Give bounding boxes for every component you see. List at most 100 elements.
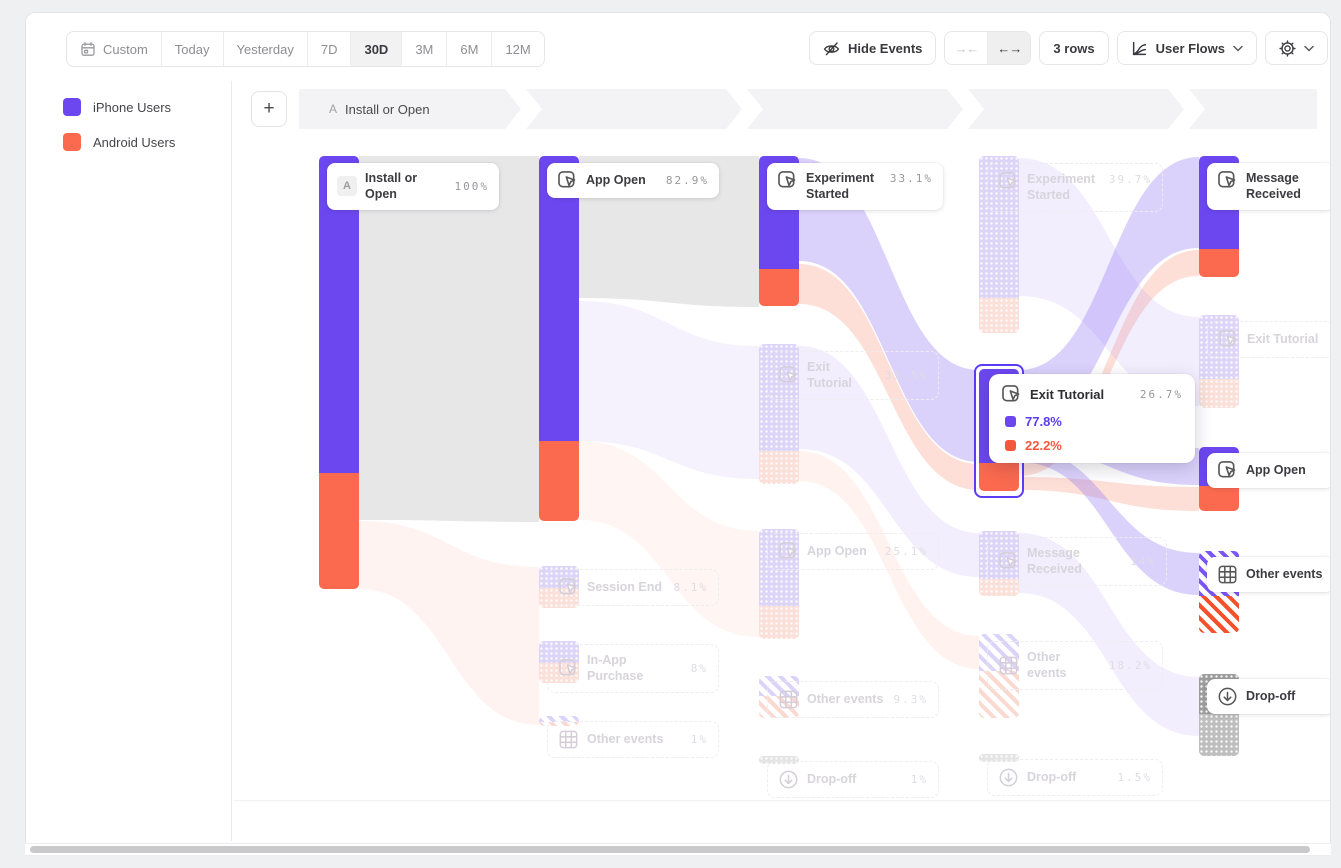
range-label: Today (174, 41, 210, 57)
node-label: App Open (1246, 463, 1306, 478)
bar-section (1199, 379, 1239, 408)
node-label: Other events (1027, 650, 1067, 681)
node-card-drop-off-c3[interactable]: Drop-off 1% (767, 761, 939, 798)
range-custom[interactable]: Custom (67, 32, 162, 66)
bar-section (759, 606, 799, 639)
grid-icon (1218, 565, 1237, 584)
node-bar-app-open-c2[interactable] (539, 156, 579, 521)
settings-button[interactable] (1264, 31, 1328, 65)
bar-section (979, 754, 1019, 762)
range-3m[interactable]: 3M (402, 32, 448, 66)
range-12m[interactable]: 12M (492, 32, 543, 66)
expand-columns-icon: ←→ (997, 40, 1022, 56)
expand-columns-button[interactable]: ←→ (988, 32, 1031, 64)
hide-events-button[interactable]: Hide Events (809, 31, 937, 65)
horizontal-scrollbar (25, 843, 1331, 856)
breadcrumb-step-1[interactable]: A Install or Open (299, 89, 521, 129)
node-card-message-received-c4[interactable]: Message Received 14% (987, 537, 1167, 586)
calendar-icon (81, 42, 95, 56)
range-yesterday[interactable]: Yesterday (224, 32, 308, 66)
horizontal-scrollbar-thumb[interactable] (30, 846, 1310, 853)
node-bar-app-open-c3[interactable] (759, 529, 799, 639)
step-letter: A (329, 102, 338, 116)
breadcrumb-step-2[interactable] (526, 89, 742, 129)
node-percent: 1% (910, 773, 928, 786)
bar-section (979, 463, 1019, 491)
series-swatch (1005, 440, 1016, 451)
node-card-app-open-c2[interactable]: App Open 82.9% (547, 163, 719, 198)
plus-icon: + (263, 98, 275, 119)
node-bar-exit-tutorial-c5[interactable] (1199, 315, 1239, 408)
range-7d[interactable]: 7D (308, 32, 352, 66)
event-icon (559, 578, 577, 595)
breadcrumb-step-3[interactable] (747, 89, 963, 129)
node-card-other-events-c5[interactable]: Other events (1207, 557, 1330, 592)
node-label: App Open (586, 173, 646, 188)
node-card-app-open-c5[interactable]: App Open (1207, 453, 1330, 488)
node-label: In-App Purchase (587, 653, 644, 684)
node-label: Drop-off (1027, 770, 1077, 785)
legend-item-android-users[interactable]: Android Users (63, 133, 175, 151)
node-bar-message-received-c4[interactable] (979, 531, 1019, 596)
node-card-install-or-open-c1[interactable]: A Install or Open 100% (327, 163, 499, 210)
sankey-links-layer (359, 156, 1199, 736)
flow-breadcrumb: A Install or Open (299, 89, 1317, 129)
breadcrumb-step-5[interactable] (1189, 89, 1317, 129)
flow-ribbon (359, 156, 539, 522)
node-bar-other-events-c4[interactable] (979, 634, 1019, 718)
rows-button[interactable]: 3 rows (1039, 31, 1109, 65)
flow-ribbon (1019, 448, 1199, 595)
node-card-exit-tutorial-c3[interactable]: Exit Tutorial 31.5% (767, 351, 939, 400)
range-30d[interactable]: 30D (351, 32, 403, 66)
bar-section (1199, 486, 1239, 511)
node-bar-exit-tutorial-c3[interactable] (759, 344, 799, 484)
node-label: Experiment Started (806, 171, 875, 202)
chevron-down-icon (1304, 45, 1314, 52)
bar-section (539, 716, 579, 722)
node-card-drop-off-c5[interactable]: Drop-off (1207, 679, 1330, 714)
node-card-other-events-c4[interactable]: Other events 18.2% (987, 641, 1163, 690)
add-step-button[interactable]: + (251, 91, 287, 127)
node-card-other-events-c3[interactable]: Other events 9.3% (767, 681, 939, 718)
bar-section (759, 529, 799, 606)
node-card-experiment-started-c3[interactable]: Experiment Started 33.1% (767, 163, 943, 210)
node-percent: 82.9% (665, 174, 709, 187)
range-today[interactable]: Today (162, 32, 224, 66)
view-selector[interactable]: User Flows (1116, 31, 1257, 65)
node-label: Session End (587, 580, 663, 595)
node-card-in-app-purchase-c2[interactable]: In-App Purchase 8% (547, 644, 719, 693)
node-card-other-events-c2[interactable]: Other events 1% (547, 721, 719, 758)
bar-section (979, 298, 1019, 333)
node-bar-drop-off-c3[interactable] (759, 756, 799, 764)
grid-icon (779, 690, 798, 709)
node-bar-install-or-open-c1[interactable] (319, 156, 359, 589)
legend-item-iphone-users[interactable]: iPhone Users (63, 98, 175, 116)
node-bar-drop-off-c4[interactable] (979, 754, 1019, 762)
node-card-experiment-started-c4[interactable]: Experiment Started 39.7% (987, 163, 1163, 212)
node-label: Install or Open (365, 171, 418, 202)
range-6m[interactable]: 6M (447, 32, 493, 66)
node-card-app-open-c3[interactable]: App Open 25.1% (767, 533, 939, 570)
node-bar-other-events-c2[interactable] (539, 716, 579, 726)
node-percent: 39.7% (1108, 173, 1152, 186)
node-card-message-received-c5[interactable]: Message Received (1207, 163, 1330, 210)
node-percent: 1% (690, 733, 708, 746)
event-icon (559, 658, 577, 676)
node-percent: 31.5% (884, 368, 928, 382)
event-icon (999, 172, 1017, 189)
breadcrumb-step-4[interactable] (968, 89, 1184, 129)
node-card-session-end-c2[interactable]: Session End 8.1% (547, 569, 719, 606)
node-label: Message Received (1027, 546, 1082, 577)
bar-section (979, 531, 1019, 579)
node-card-drop-off-c4[interactable]: Drop-off 1.5% (987, 759, 1163, 796)
node-card-exit-tutorial-c5[interactable]: Exit Tutorial (1207, 321, 1330, 358)
node-bar-experiment-started-c4[interactable] (979, 156, 1019, 333)
collapse-columns-button[interactable]: →← (945, 32, 989, 64)
node-percent: 1.5% (1117, 771, 1152, 784)
node-label: Other events (807, 692, 884, 707)
node-label: App Open (807, 544, 867, 559)
node-label: Message Received (1246, 171, 1301, 202)
event-icon (778, 171, 796, 188)
range-label: 7D (320, 41, 338, 57)
